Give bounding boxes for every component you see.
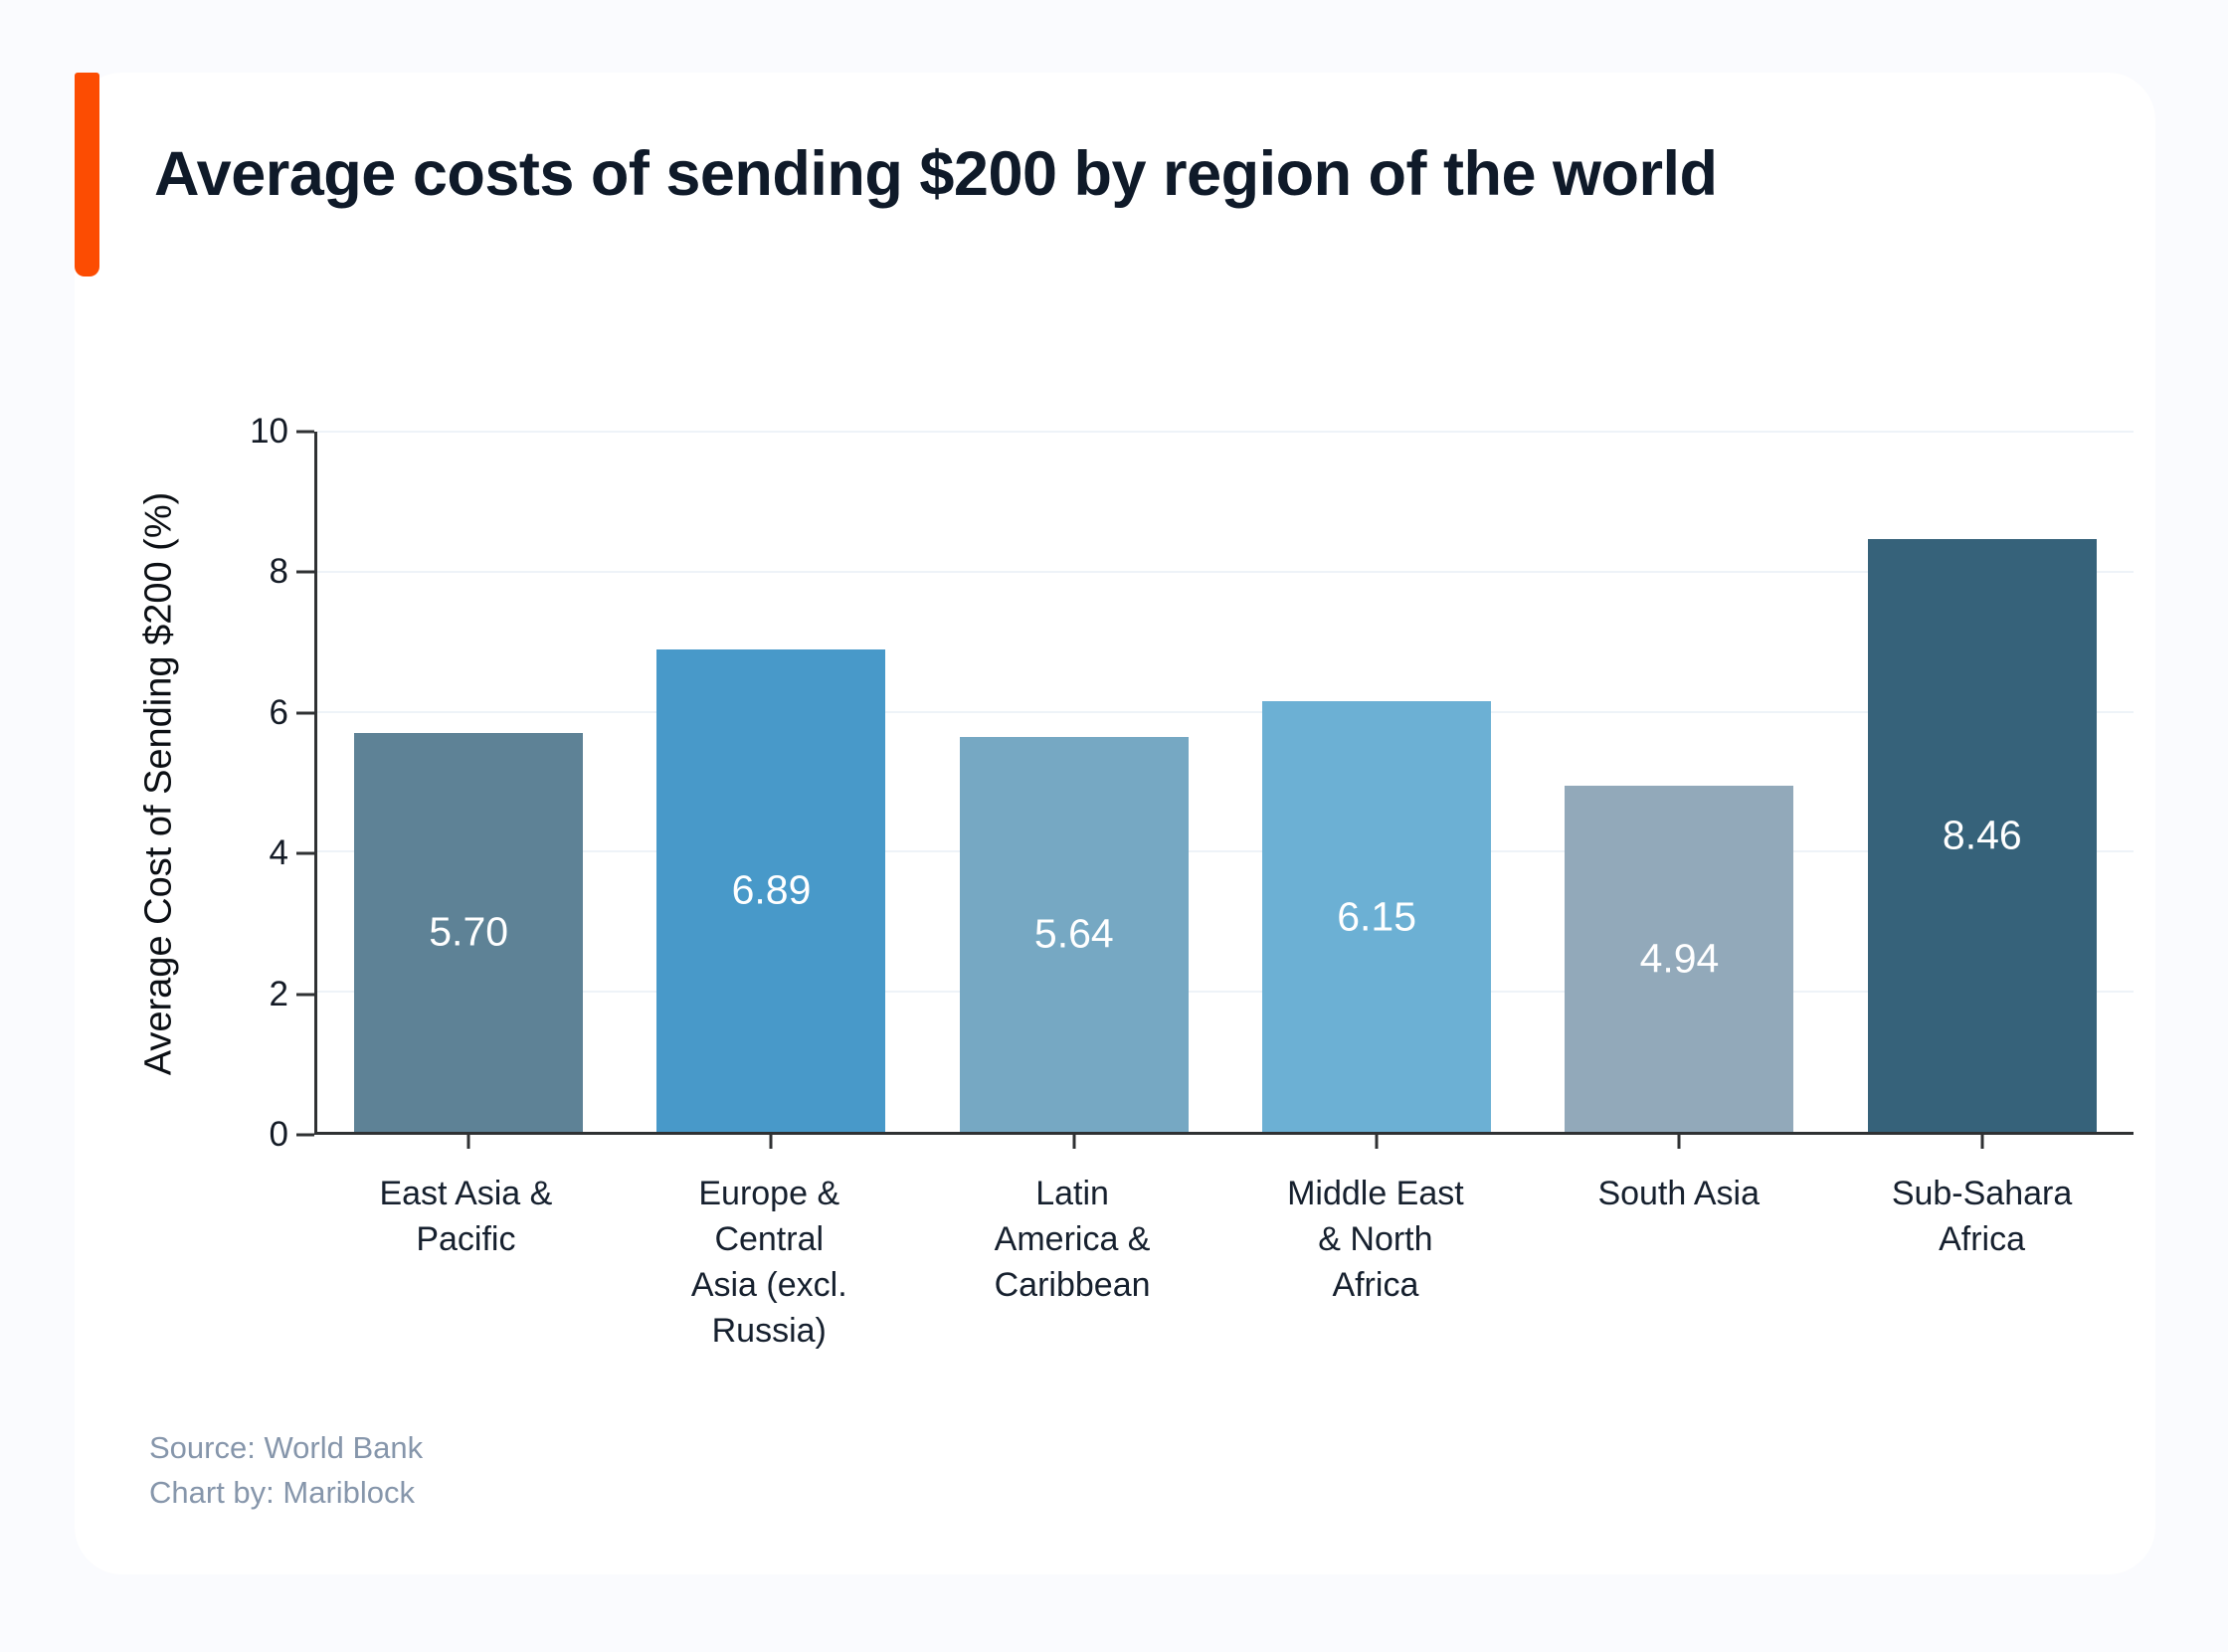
y-tick-mark-2 <box>296 993 314 997</box>
y-tick-mark-4 <box>296 851 314 855</box>
y-tick-label-8: 8 <box>269 552 288 592</box>
bar-europe-central-asia-excl-russia: 6.89 <box>656 648 886 1132</box>
y-tick-label-0: 0 <box>269 1115 288 1154</box>
gridline-10 <box>317 431 2134 433</box>
x-category-label-sub-sahara-africa: Sub-Sahara Africa <box>1891 1175 2073 1258</box>
chart-footer: Source: World Bank Chart by: Mariblock <box>149 1425 423 1515</box>
credit-text: Chart by: Mariblock <box>149 1475 416 1510</box>
y-axis-ticks: 0 2 4 6 8 10 <box>75 412 314 1154</box>
x-category-label-east-asia-pacific: East Asia & Pacific <box>379 1175 553 1258</box>
bar-value-label: 4.94 <box>1639 935 1720 982</box>
x-tick-mark <box>769 1135 773 1149</box>
x-category-label-middle-east-north-africa: Middle East & North Africa <box>1287 1175 1464 1304</box>
bar-slot-south-asia: 4.94 <box>1528 432 1830 1149</box>
category-labels-row: East Asia & Pacific Europe & Central Asia… <box>314 1171 2134 1354</box>
plot-area: 5.70 6.89 5.64 6.15 4.94 8.46 <box>314 431 2134 1149</box>
bar-slot-east-asia-pacific: 5.70 <box>317 432 620 1149</box>
y-tick-mark-6 <box>296 711 314 715</box>
chart-title: Average costs of sending $200 by region … <box>154 139 1718 209</box>
chart-card: Average costs of sending $200 by region … <box>75 73 2155 1574</box>
y-tick-mark-10 <box>296 430 314 434</box>
x-tick-mark <box>466 1135 470 1149</box>
y-tick-label-6: 6 <box>269 692 288 732</box>
bars-row: 5.70 6.89 5.64 6.15 4.94 8.46 <box>317 432 2134 1149</box>
bar-slot-middle-east-north-africa: 6.15 <box>1225 432 1528 1149</box>
bar-value-label: 8.46 <box>1942 812 2022 858</box>
x-category-label-europe-central-asia-excl-russia: Europe & Central Asia (excl. Russia) <box>690 1175 847 1350</box>
x-tick-mark <box>1375 1135 1379 1149</box>
gridline-2 <box>317 991 2134 994</box>
bar-value-label: 5.64 <box>1033 910 1114 957</box>
bar-value-label: 5.70 <box>429 908 509 955</box>
bar-slot-latin-america-caribbean: 5.64 <box>923 432 1225 1149</box>
bar-latin-america-caribbean: 5.64 <box>959 736 1189 1132</box>
y-tick-label-10: 10 <box>250 412 288 451</box>
gridline-4 <box>317 850 2134 853</box>
source-text: Source: World Bank <box>149 1430 424 1465</box>
bar-slot-sub-sahara-africa: 8.46 <box>1831 432 2134 1149</box>
bar-sub-sahara-africa: 8.46 <box>1867 539 2097 1132</box>
bar-south-asia: 4.94 <box>1565 786 1794 1132</box>
bar-east-asia-pacific: 5.70 <box>354 732 584 1132</box>
bar-value-label: 6.89 <box>731 866 812 913</box>
gridline-8 <box>317 570 2134 573</box>
y-tick-label-4: 4 <box>269 833 288 873</box>
x-tick-mark <box>1677 1135 1681 1149</box>
title-accent-bar <box>75 73 99 276</box>
y-tick-mark-0 <box>296 1133 314 1137</box>
x-category-label-latin-america-caribbean: Latin America & Caribbean <box>994 1175 1151 1304</box>
x-category-label-south-asia: South Asia <box>1597 1175 1760 1212</box>
bar-slot-europe-central-asia-excl-russia: 6.89 <box>620 432 922 1149</box>
gridline-6 <box>317 710 2134 713</box>
x-tick-mark <box>1980 1135 1984 1149</box>
bar-value-label: 6.15 <box>1337 893 1417 940</box>
y-tick-label-2: 2 <box>269 974 288 1013</box>
x-tick-mark <box>1072 1135 1076 1149</box>
bar-middle-east-north-africa: 6.15 <box>1262 701 1492 1132</box>
y-tick-mark-8 <box>296 570 314 574</box>
